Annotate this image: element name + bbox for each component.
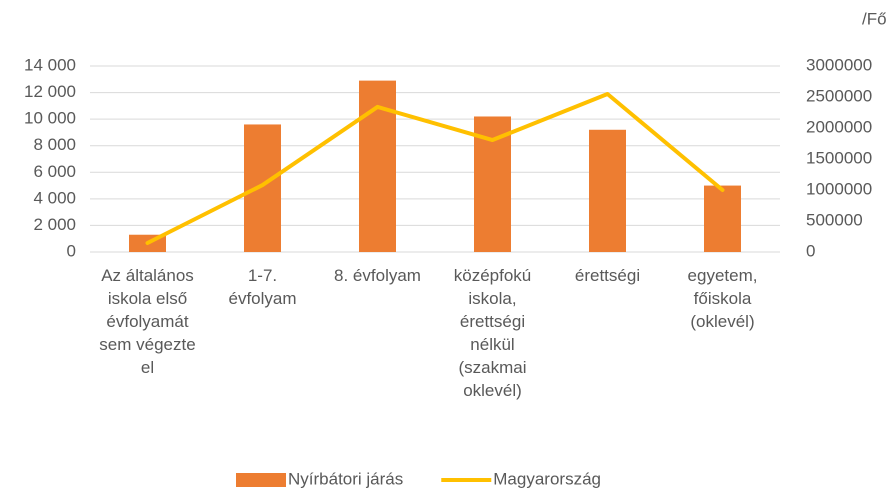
y2-tick-label: 500000 [806,210,863,229]
y2-tick-label: 1500000 [806,148,872,167]
x-tick-label: egyetem, főiskola (oklevél) [687,266,758,331]
x-tick-label: Az általános iskola első évfolyamát sem … [99,266,196,377]
x-tick-label: középfokú iskola, érettségi nélkül (szak… [453,266,532,400]
y-tick-label: 6 000 [33,162,76,181]
y-tick-label: 4 000 [33,188,76,207]
y2-tick-label: 2500000 [806,86,872,105]
legend-label: Nyírbátori járás [288,469,403,488]
y-tick-label: 12 000 [24,82,76,101]
y2-tick-label: 1000000 [806,179,872,198]
y2-tick-label: 0 [806,241,815,260]
line [145,92,725,246]
y-tick-label: 0 [67,241,76,260]
unit-label: /Fő [862,9,887,28]
x-tick-label: 1-7. évfolyam [228,266,297,308]
y2-tick-label: 2000000 [806,117,872,136]
y-tick-label: 14 000 [24,55,76,74]
x-tick-label: 8. évfolyam [334,266,421,285]
bar [704,185,741,252]
legend-label: Magyarország [493,469,601,488]
bar [244,124,281,252]
legend-swatch [236,473,286,487]
x-tick-label: érettségi [574,266,641,285]
y-tick-label: 2 000 [33,215,76,234]
bar [589,129,626,252]
y-tick-label: 10 000 [24,109,76,128]
y2-tick-label: 3000000 [806,55,872,74]
y-tick-label: 8 000 [33,135,76,154]
